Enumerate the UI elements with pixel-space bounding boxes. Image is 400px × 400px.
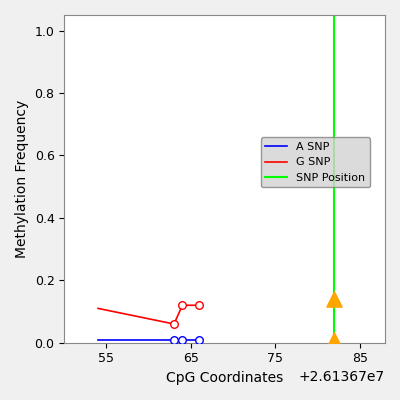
Y-axis label: Methylation Frequency: Methylation Frequency [15,100,29,258]
Point [179,302,186,308]
Point [331,296,338,302]
Point [171,321,177,327]
Legend: A SNP, G SNP, SNP Position: A SNP, G SNP, SNP Position [261,138,370,188]
Point [179,336,186,343]
Point [196,302,202,308]
Point [196,336,202,343]
X-axis label: CpG Coordinates: CpG Coordinates [166,371,283,385]
Point [331,336,338,343]
Point [171,336,177,343]
